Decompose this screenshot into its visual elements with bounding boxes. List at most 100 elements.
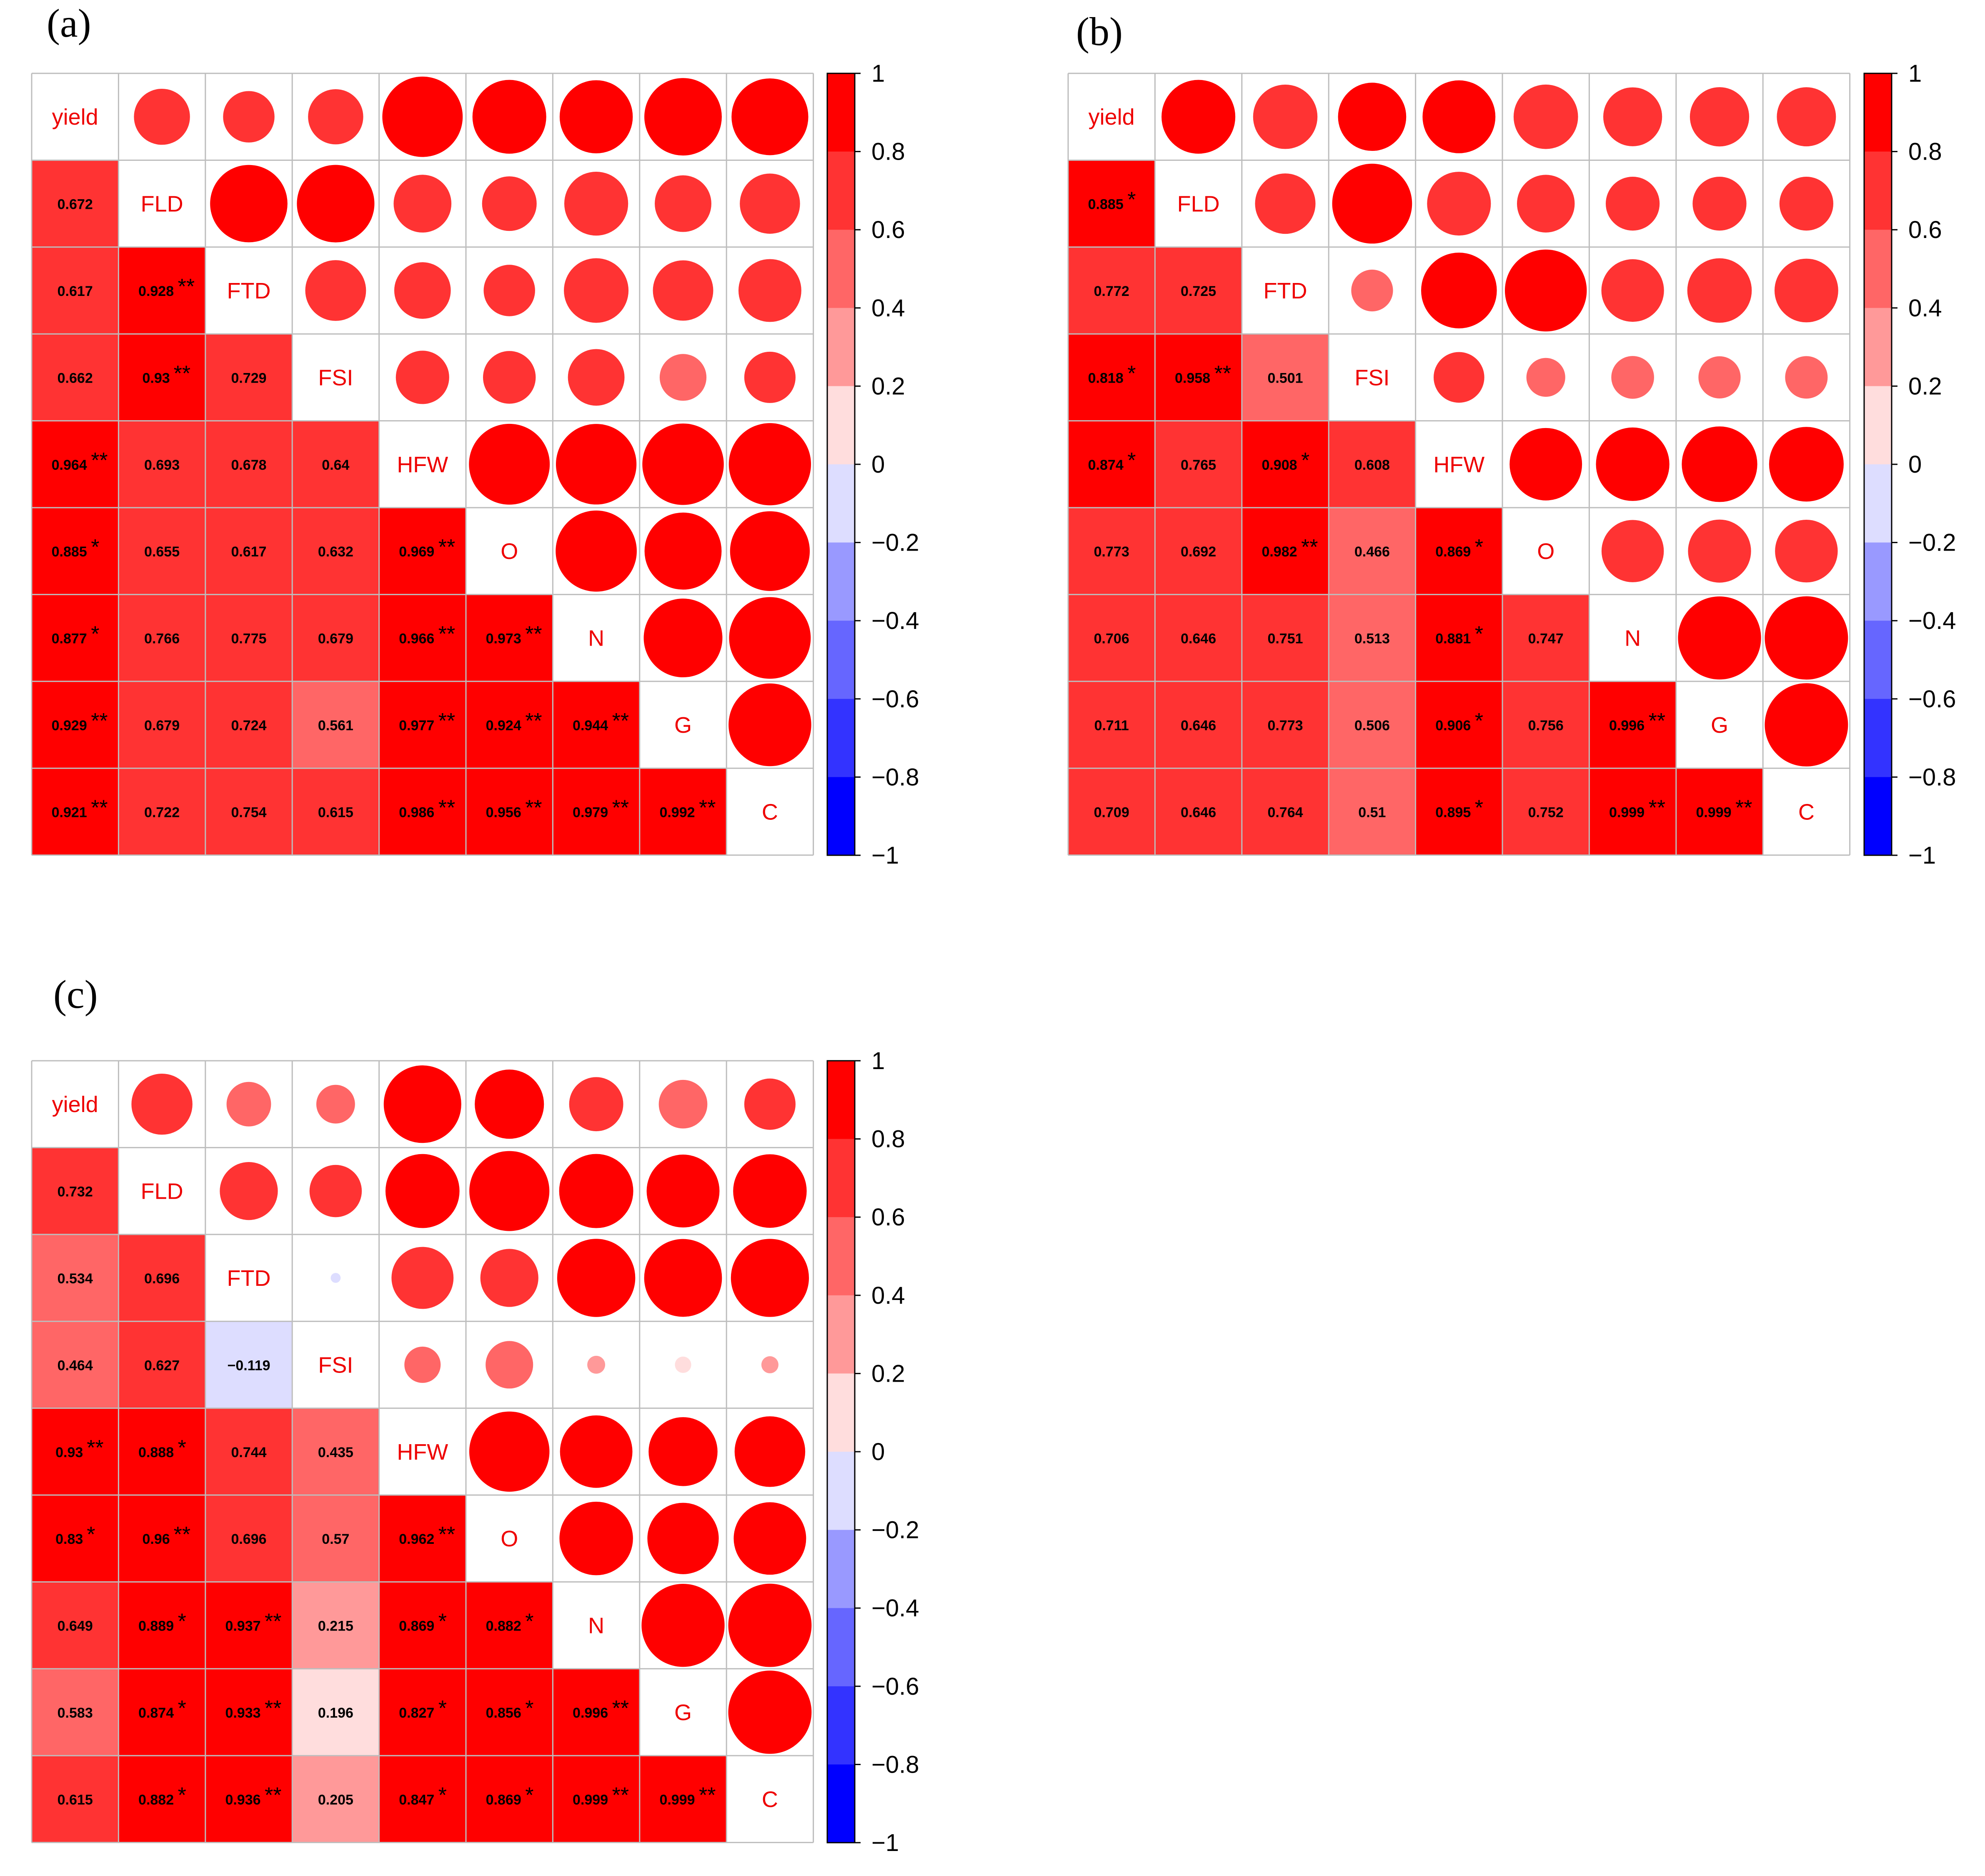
correlation-value-label: 0.775 <box>231 631 266 647</box>
correlation-value-label: 0.196 <box>318 1705 353 1721</box>
correlation-circle <box>659 354 707 401</box>
correlation-value-label: 0.766 <box>144 631 180 647</box>
correlation-value-label: 0.992 <box>659 804 695 820</box>
correlation-circle <box>1775 519 1838 583</box>
significance-label: ** <box>438 1523 455 1547</box>
correlation-value-label: 0.869 <box>486 1792 521 1808</box>
colorbar: 1 0.8 0.6 0.4 0.2 0 −0.2 −0.4 −0.6 −0.8 −1 <box>1863 60 1956 869</box>
correlation-circle <box>131 1073 193 1135</box>
heatmap-cell <box>205 594 293 681</box>
significance-label: ** <box>438 535 455 559</box>
heatmap-cell <box>32 247 119 334</box>
heatmap-cell <box>1155 508 1242 595</box>
heatmap-cell <box>292 1582 379 1669</box>
correlation-circle <box>556 424 637 505</box>
heatmap-cell <box>292 1408 379 1495</box>
correlation-circle <box>309 1165 362 1217</box>
correlation-value-label: 0.977 <box>399 718 434 734</box>
correlation-value-label: −0.119 <box>227 1358 270 1373</box>
correlation-circle <box>658 1080 708 1129</box>
heatmap-cell <box>32 334 119 421</box>
correlation-circle <box>1690 87 1750 147</box>
correlation-value-label: 0.506 <box>1354 718 1390 734</box>
correlation-value-label: 0.885 <box>52 544 87 560</box>
significance-label: * <box>1127 188 1136 212</box>
correlation-circle <box>220 1162 278 1220</box>
correlation-circle <box>1603 87 1662 146</box>
heatmap-cell <box>1415 594 1502 681</box>
heatmap-cell <box>118 1321 205 1408</box>
significance-label: ** <box>174 361 190 386</box>
significance-label: ** <box>525 622 542 646</box>
heatmap-cell <box>205 1668 293 1756</box>
heatmap-cell <box>292 681 379 769</box>
significance-label: ** <box>1214 361 1231 386</box>
correlation-value-label: 0.999 <box>573 1792 608 1808</box>
heatmap-cell <box>292 1495 379 1582</box>
heatmap-cell <box>1155 334 1242 421</box>
heatmap-cell <box>1502 594 1590 681</box>
heatmap-cell <box>32 1756 119 1843</box>
variable-label: O <box>501 1526 518 1551</box>
correlation-value-label: 0.646 <box>1181 718 1216 734</box>
correlation-circle <box>1338 83 1407 151</box>
correlation-circle <box>643 599 723 678</box>
correlation-value-label: 0.513 <box>1354 631 1390 647</box>
heatmap-cell <box>1502 768 1590 855</box>
correlation-circle <box>744 1078 796 1130</box>
diagonal-cell <box>1763 768 1850 855</box>
correlation-circle <box>226 1082 271 1127</box>
correlation-value-label: 0.693 <box>144 457 180 473</box>
correlation-circle <box>646 1155 720 1228</box>
variable-label: FTD <box>227 1266 271 1291</box>
heatmap-cell <box>466 1582 553 1669</box>
correlation-value-label: 0.982 <box>1262 544 1297 560</box>
diagonal-cell <box>379 421 466 508</box>
diagonal-cell <box>205 247 293 334</box>
heatmap-cell <box>205 1582 293 1669</box>
correlation-value-label: 0.617 <box>231 544 266 560</box>
significance-label: ** <box>438 796 455 820</box>
colorbar-segment <box>1864 777 1892 856</box>
heatmap-cell <box>379 1495 466 1582</box>
correlation-value-label: 0.996 <box>573 1705 608 1721</box>
significance-label: ** <box>1649 709 1665 733</box>
colorbar-tick-label: 0.2 <box>871 373 905 400</box>
correlation-value-label: 0.617 <box>58 283 93 299</box>
significance-label: ** <box>438 622 455 646</box>
significance-label: ** <box>265 1783 281 1807</box>
heatmap-cell <box>32 1234 119 1322</box>
heatmap-cell <box>205 1321 293 1408</box>
significance-label: ** <box>438 709 455 733</box>
significance-label: * <box>525 1696 533 1721</box>
correlation-value-label: 0.999 <box>659 1792 695 1808</box>
correlation-circle <box>733 1154 807 1228</box>
correlation-circle <box>483 265 535 316</box>
correlation-value-label: 0.999 <box>1609 804 1645 820</box>
correlation-circle <box>394 262 451 319</box>
correlation-circle <box>733 1502 806 1575</box>
correlation-value-label: 0.679 <box>318 631 353 647</box>
colorbar-tick-label: −0.2 <box>871 1517 919 1544</box>
correlation-circle <box>641 1583 725 1667</box>
variable-label: FTD <box>1264 278 1307 303</box>
colorbar-tick-label: 0.2 <box>871 1360 905 1387</box>
heatmap-cell <box>205 508 293 595</box>
correlation-value-label: 0.615 <box>318 804 353 820</box>
correlation-value-label: 0.722 <box>144 804 180 820</box>
colorbar-segment <box>1864 230 1892 308</box>
heatmap-cell <box>32 160 119 247</box>
variable-label: FSI <box>1354 365 1389 390</box>
diagonal-cell <box>1068 73 1155 160</box>
colorbar-tick-label: −0.4 <box>1908 607 1956 634</box>
significance-label: ** <box>612 709 629 733</box>
correlation-circle <box>740 173 800 234</box>
heatmap-cell <box>1242 681 1329 769</box>
variable-label: N <box>588 1613 604 1638</box>
correlation-value-label: 0.205 <box>318 1792 353 1808</box>
heatmap-cell <box>205 681 293 769</box>
colorbar-segment <box>1864 308 1892 386</box>
significance-label: ** <box>1735 796 1752 820</box>
colorbar-tick-label: 1 <box>871 1047 885 1075</box>
variable-label: G <box>1711 713 1728 738</box>
